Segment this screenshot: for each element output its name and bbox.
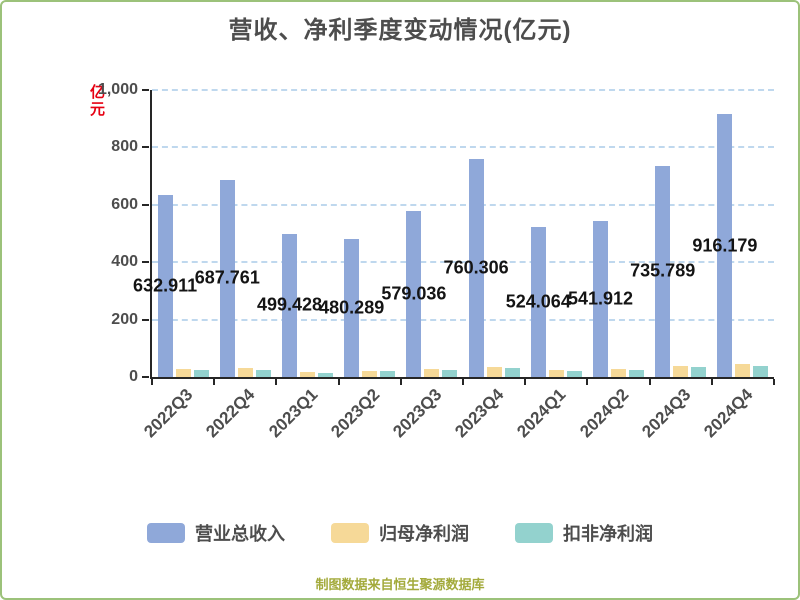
bar-归母净利润-2024Q4	[735, 363, 751, 377]
legend-swatch	[515, 523, 553, 543]
bar-归母净利润-2024Q1	[548, 370, 564, 377]
gridline	[152, 261, 774, 264]
bar-营业总收入-2022Q3	[157, 195, 173, 377]
x-axis-tick-mark	[275, 379, 278, 385]
gridline	[152, 318, 774, 321]
legend: 营业总收入 归母净利润 扣非净利润	[2, 520, 798, 546]
bar-value-label: 579.036	[381, 283, 447, 304]
bar-扣非净利润-2023Q3	[442, 369, 458, 377]
bar-value-label: 760.306	[443, 257, 509, 278]
y-axis-tick-mark	[142, 203, 149, 206]
bar-扣非净利润-2024Q3	[691, 366, 707, 377]
bar-扣非净利润-2024Q2	[629, 369, 644, 377]
x-axis-tick-label: 2024Q4	[700, 385, 757, 442]
x-axis-tick-mark	[524, 379, 527, 385]
bar-归母净利润-2024Q3	[673, 365, 689, 377]
bar-归母净利润-2023Q4	[486, 366, 502, 377]
bar-归母净利润-2024Q2	[611, 368, 626, 377]
legend-label: 归母净利润	[379, 524, 469, 544]
x-axis-tick-mark	[710, 379, 713, 385]
y-axis-tick-mark	[142, 376, 149, 378]
x-axis-tick-label: 2023Q1	[264, 385, 321, 442]
bar-扣非净利润-2022Q4	[255, 370, 271, 377]
x-axis-tick-label: 2024Q1	[513, 385, 570, 442]
legend-item-营业总收入[interactable]: 营业总收入	[147, 520, 285, 546]
y-axis-tick-label: 400	[111, 253, 138, 271]
bar-value-label: 687.761	[194, 267, 260, 288]
bar-营业总收入-2024Q4	[717, 114, 733, 377]
x-axis-tick-label: 2023Q4	[451, 385, 508, 442]
legend-swatch	[331, 523, 369, 543]
y-axis-tick-mark	[142, 318, 149, 321]
x-axis-tick-mark	[151, 379, 153, 385]
y-axis-tick-mark	[142, 261, 149, 264]
legend-item-归母净利润[interactable]: 归母净利润	[331, 520, 469, 546]
y-axis-tick-label: 200	[111, 310, 138, 328]
bar-扣非净利润-2023Q1	[318, 373, 333, 377]
x-axis-tick-label: 2023Q2	[326, 385, 384, 442]
legend-item-扣非净利润[interactable]: 扣非净利润	[515, 520, 653, 546]
x-axis-tick-mark	[213, 379, 216, 385]
y-axis-unit-label: 亿元	[88, 84, 105, 118]
bar-value-label: 499.428	[256, 294, 323, 315]
bar-归母净利润-2023Q3	[424, 368, 440, 377]
bar-归母净利润-2022Q3	[175, 369, 191, 377]
y-axis-tick-label: 600	[111, 195, 138, 213]
y-axis-tick-label: 800	[111, 138, 138, 156]
gridline	[152, 89, 774, 91]
x-axis-tick-label: 2024Q3	[637, 385, 695, 442]
x-axis-tick-label: 2023Q3	[389, 385, 446, 442]
x-axis-tick-mark	[773, 379, 775, 385]
bar-value-label: 524.064	[505, 291, 571, 312]
x-axis-tick-mark	[337, 379, 340, 385]
bar-营业总收入-2024Q1	[530, 226, 546, 377]
bar-归母净利润-2023Q2	[362, 370, 378, 377]
x-axis-tick-mark	[648, 379, 651, 385]
y-axis-tick-mark	[142, 89, 149, 91]
bar-归母净利润-2022Q4	[237, 368, 253, 377]
bar-value-label: 632.911	[133, 275, 198, 296]
bar-营业总收入-2023Q1	[282, 233, 297, 377]
x-axis-tick-mark	[462, 379, 464, 385]
bar-value-label: 480.289	[319, 297, 385, 318]
y-axis-tick-label: 1,000	[97, 81, 138, 98]
gridline	[152, 146, 774, 149]
bar-扣非净利润-2023Q2	[380, 371, 396, 377]
x-axis-tick-mark	[399, 379, 402, 385]
y-axis-tick-label: 0	[129, 368, 138, 385]
bar-value-label: 735.789	[630, 260, 696, 281]
footer-note: 制图数据来自恒生聚源数据库	[315, 577, 485, 592]
legend-label: 营业总收入	[195, 524, 285, 544]
bar-扣非净利润-2022Q3	[193, 369, 209, 377]
bar-扣非净利润-2024Q1	[566, 370, 582, 377]
legend-swatch	[147, 523, 185, 543]
bar-营业总收入-2024Q2	[593, 221, 608, 377]
x-axis-tick-label: 2024Q2	[575, 385, 632, 442]
bar-归母净利润-2023Q1	[300, 372, 315, 377]
plot-area: 632.911 687.761 499.428 480.289 579.036 760.3…	[133, 89, 774, 379]
x-axis-tick-label: 2022Q3	[140, 385, 197, 442]
x-axis-tick-mark	[586, 379, 589, 385]
gridline	[152, 203, 774, 206]
bar-value-label: 916.179	[692, 235, 758, 256]
bar-营业总收入-2023Q3	[406, 210, 422, 377]
bar-value-label: 541.912	[567, 288, 634, 309]
bar-扣非净利润-2024Q4	[753, 365, 769, 377]
y-axis-tick-mark	[142, 146, 149, 149]
bar-营业总收入-2023Q4	[468, 158, 484, 377]
chart-title: 营收、净利季度变动情况(亿元)	[228, 17, 572, 44]
bar-扣非净利润-2023Q4	[504, 367, 520, 377]
bar-营业总收入-2022Q4	[219, 179, 235, 377]
bar-营业总收入-2023Q2	[344, 239, 360, 377]
legend-label: 扣非净利润	[563, 524, 653, 544]
x-axis-tick-label: 2022Q4	[202, 385, 259, 442]
bar-营业总收入-2024Q3	[655, 165, 671, 377]
